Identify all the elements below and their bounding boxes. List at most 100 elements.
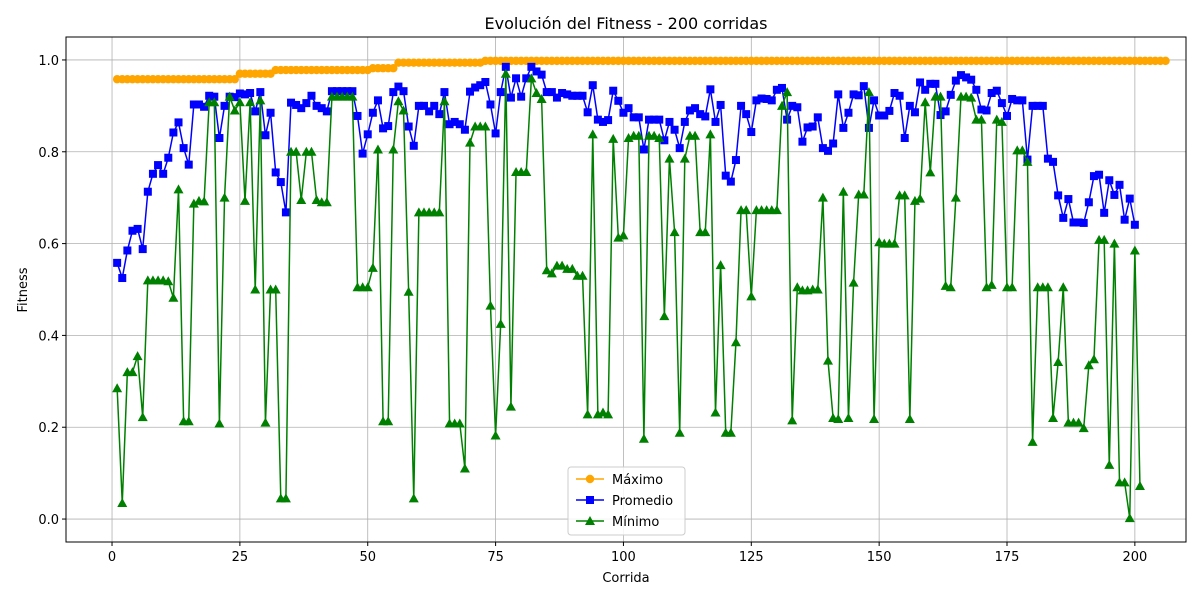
data-point bbox=[946, 90, 955, 99]
data-point bbox=[362, 282, 373, 292]
data-point bbox=[752, 96, 761, 105]
data-point bbox=[655, 115, 664, 124]
data-point bbox=[445, 120, 454, 129]
data-point bbox=[373, 96, 382, 105]
data-point bbox=[603, 409, 614, 419]
data-point bbox=[154, 161, 163, 170]
data-point bbox=[669, 227, 680, 237]
data-point bbox=[567, 263, 578, 273]
data-point bbox=[899, 190, 910, 200]
data-point bbox=[645, 115, 654, 124]
data-point bbox=[409, 141, 418, 150]
y-tick-label: 0.0 bbox=[38, 513, 59, 528]
tick-layer: 0 25 50 75 100 125 150 175 200 0.0 0.2 0.4 0.6 0.8 1.0 bbox=[38, 54, 1147, 565]
data-point bbox=[307, 91, 316, 100]
data-point bbox=[531, 88, 542, 98]
data-point bbox=[408, 493, 419, 503]
data-point bbox=[817, 192, 828, 202]
data-point bbox=[1134, 480, 1145, 490]
data-point bbox=[619, 108, 628, 117]
data-point bbox=[737, 101, 746, 110]
legend-marker bbox=[585, 474, 595, 484]
x-tick-label: 50 bbox=[359, 550, 376, 565]
data-point bbox=[496, 88, 505, 97]
data-point bbox=[716, 100, 725, 109]
data-point bbox=[690, 130, 701, 140]
data-point bbox=[895, 91, 904, 100]
data-point bbox=[634, 113, 643, 122]
data-point bbox=[649, 130, 660, 140]
data-point bbox=[613, 232, 624, 242]
data-point bbox=[951, 76, 960, 85]
data-point bbox=[568, 91, 577, 100]
data-point bbox=[793, 103, 802, 112]
data-point bbox=[935, 91, 946, 101]
data-point bbox=[1078, 423, 1089, 433]
data-point bbox=[730, 337, 741, 347]
data-point bbox=[921, 85, 930, 94]
data-point bbox=[910, 108, 919, 117]
data-point bbox=[583, 108, 592, 117]
data-point bbox=[577, 270, 588, 280]
data-point bbox=[614, 96, 623, 105]
data-point bbox=[863, 87, 874, 97]
data-point bbox=[500, 68, 511, 78]
data-point bbox=[558, 89, 567, 98]
data-point bbox=[715, 260, 726, 270]
data-point bbox=[547, 88, 556, 97]
data-point bbox=[1089, 172, 1098, 181]
data-point bbox=[992, 86, 1001, 95]
data-point bbox=[767, 96, 776, 105]
data-point bbox=[112, 383, 123, 393]
data-point bbox=[705, 129, 716, 139]
data-point bbox=[746, 291, 757, 301]
data-point bbox=[297, 104, 306, 113]
data-point bbox=[598, 117, 607, 126]
data-point bbox=[710, 407, 721, 417]
data-point bbox=[889, 238, 900, 248]
data-point bbox=[776, 100, 787, 110]
data-point bbox=[532, 67, 541, 76]
data-point bbox=[950, 192, 961, 202]
data-point bbox=[608, 133, 619, 143]
x-tick-label: 0 bbox=[108, 550, 116, 565]
data-point bbox=[869, 413, 880, 423]
data-point bbox=[215, 134, 224, 142]
legend-label: Promedio bbox=[612, 494, 673, 509]
data-point bbox=[255, 95, 266, 105]
data-point bbox=[665, 117, 674, 126]
series-layer bbox=[112, 56, 1170, 523]
data-point bbox=[194, 100, 203, 109]
data-point bbox=[1069, 218, 1078, 227]
data-point bbox=[128, 226, 137, 235]
legend-marker bbox=[585, 516, 595, 525]
data-point bbox=[798, 137, 807, 146]
data-point bbox=[731, 156, 740, 165]
data-point bbox=[1058, 282, 1069, 292]
data-point bbox=[173, 184, 184, 194]
data-point bbox=[1115, 180, 1124, 189]
data-point bbox=[435, 110, 444, 119]
legend-label: Máximo bbox=[612, 473, 663, 488]
data-point bbox=[706, 85, 715, 94]
data-point bbox=[261, 131, 270, 140]
data-point bbox=[276, 178, 285, 187]
data-point bbox=[916, 78, 925, 87]
data-point bbox=[880, 111, 889, 120]
x-tick-label: 25 bbox=[232, 550, 249, 565]
data-point bbox=[214, 418, 225, 428]
data-point bbox=[439, 96, 450, 106]
data-point bbox=[987, 89, 996, 98]
data-point bbox=[296, 194, 307, 204]
data-point bbox=[788, 101, 797, 110]
data-point bbox=[838, 186, 849, 196]
data-point bbox=[367, 262, 378, 272]
data-point bbox=[664, 153, 675, 163]
data-point bbox=[1124, 513, 1135, 523]
data-point bbox=[372, 144, 383, 154]
legend-item: Promedio bbox=[576, 494, 673, 509]
data-point bbox=[292, 100, 301, 109]
data-point bbox=[1053, 357, 1064, 367]
x-axis-title: Corrida bbox=[602, 571, 649, 586]
data-point bbox=[184, 160, 193, 169]
